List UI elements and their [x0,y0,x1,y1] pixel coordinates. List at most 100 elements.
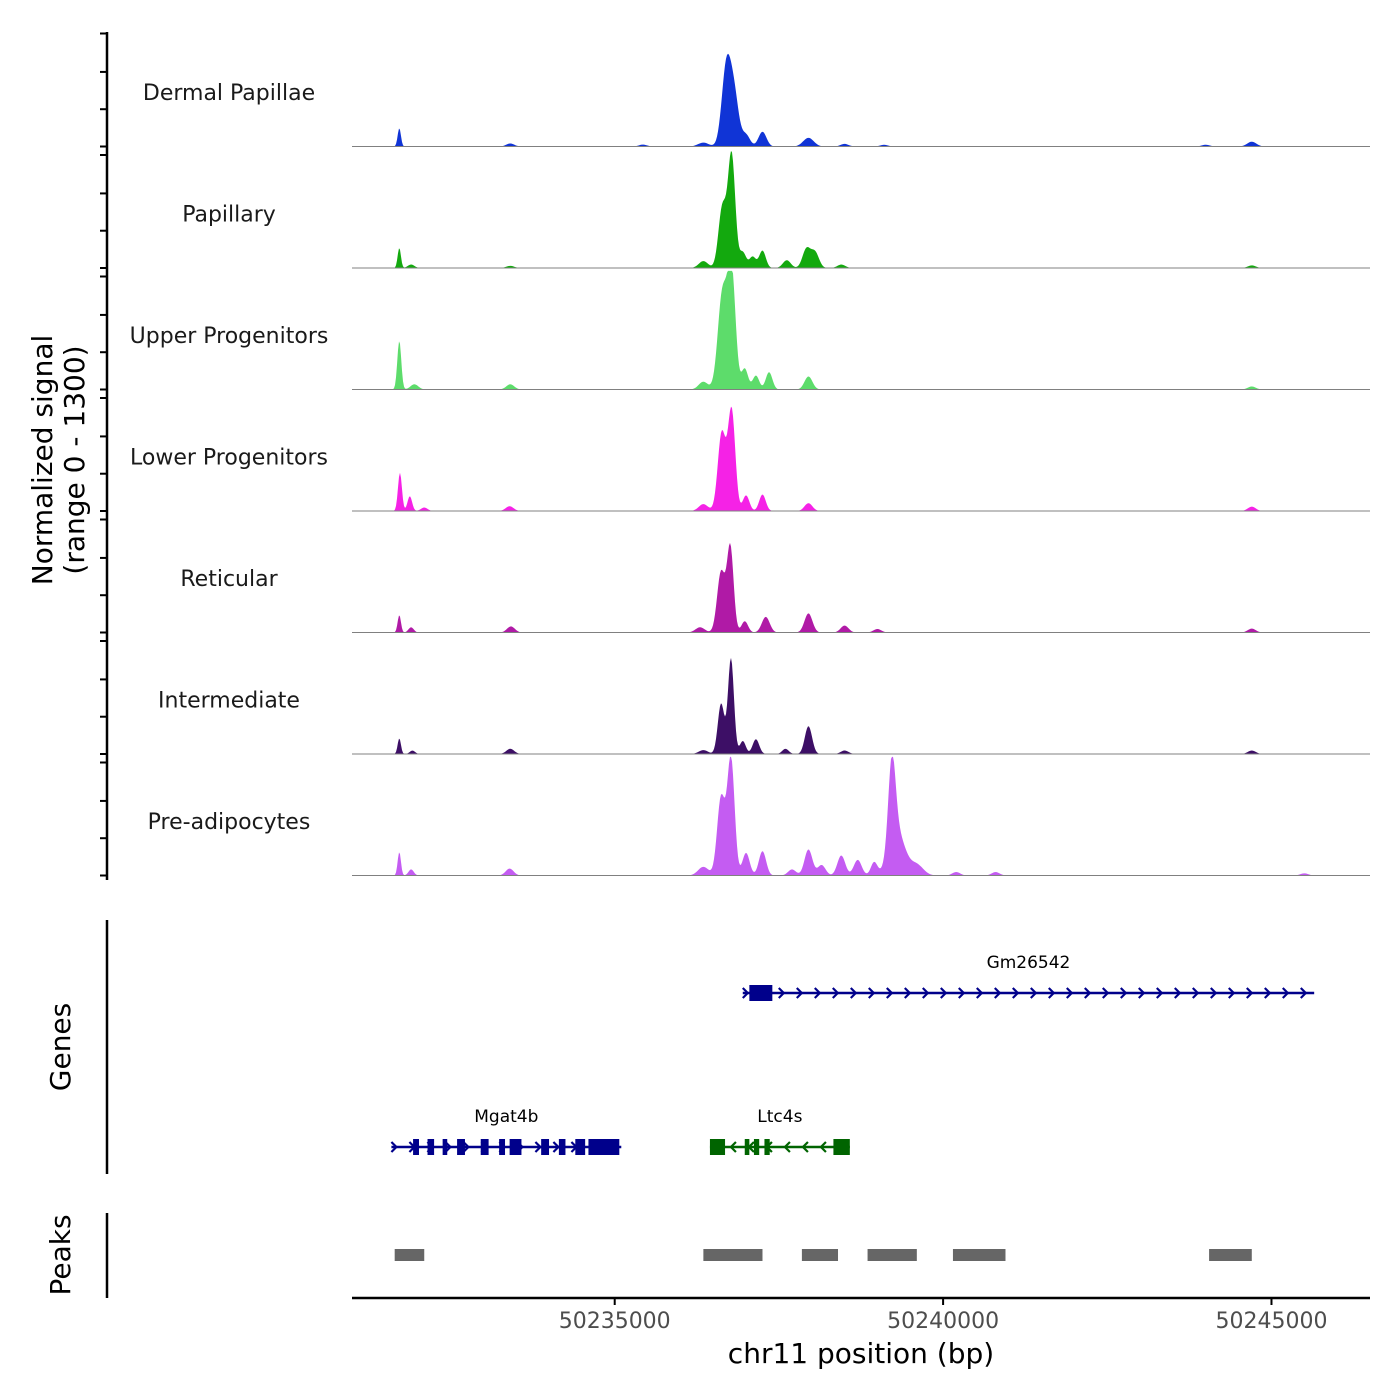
strand-chevron [801,1141,809,1153]
strand-chevron [922,987,930,999]
track-label: Dermal Papillae [143,81,315,106]
track-lower-progenitors: Lower Progenitors [130,406,1370,512]
track-label: Intermediate [158,689,300,714]
strand-chevron [1300,987,1308,999]
signal-area [352,542,1370,633]
genes-track-label: Genes [44,1003,77,1091]
strand-chevron [819,1141,827,1153]
strand-chevron [976,987,984,999]
x-tick-label: 50245000 [1215,1309,1327,1334]
peak-region [703,1249,763,1261]
gene-label: Mgat4b [474,1107,538,1127]
track-pre-adipocytes: Pre-adipocytes [148,756,1370,876]
track-label: Pre-adipocytes [148,810,311,835]
exon [541,1139,550,1155]
strand-chevron [1192,987,1200,999]
y-axis-title-line2: (range 0 - 1300) [58,345,91,574]
exon [427,1139,435,1155]
peak-region [394,1249,425,1261]
strand-chevron [1228,987,1236,999]
strand-chevron [1030,987,1038,999]
strand-chevron [1156,987,1164,999]
y-axis-title: Normalized signal (range 0 - 1300) [26,335,91,586]
gene-mgat4b: Mgat4b [390,1107,622,1155]
peak-regions [394,1249,1252,1261]
strand-chevron [462,1141,470,1153]
strand-chevron [1084,987,1092,999]
exon [749,985,773,1001]
strand-chevron [1102,987,1110,999]
strand-chevron [850,987,858,999]
track-label: Upper Progenitors [130,324,329,349]
exon [575,1139,586,1155]
exon [499,1139,506,1155]
exon [509,1139,522,1155]
strand-chevron [1048,987,1056,999]
signal-area [352,53,1370,147]
gene-ltc4s: Ltc4s [709,1107,850,1155]
strand-chevron [796,987,804,999]
strand-chevron [534,1141,542,1153]
exon [744,1139,750,1155]
strand-chevron [390,1141,398,1153]
gene-annotations: Gm26542 Mgat4b Ltc4s [390,953,1315,1155]
strand-chevron [1120,987,1128,999]
strand-chevron [1246,987,1254,999]
strand-chevron [814,987,822,999]
x-axis-ticks: 50235000 50240000 50245000 [559,1298,1327,1334]
strand-chevron [1264,987,1272,999]
signal-area [352,150,1370,268]
track-dermal-papillae: Dermal Papillae [143,53,1370,147]
track-reticular: Reticular [180,542,1370,633]
track-intermediate: Intermediate [158,657,1370,755]
signal-area [352,270,1370,390]
signal-area [352,657,1370,754]
track-papillary: Papillary [182,150,1370,269]
strand-chevron [958,987,966,999]
strand-chevron [1210,987,1218,999]
strand-chevron [1174,987,1182,999]
strand-chevron [1282,987,1290,999]
strand-chevron [1012,987,1020,999]
exon [558,1139,566,1155]
strand-chevron [886,987,894,999]
strand-chevron [832,987,840,999]
strand-chevron [904,987,912,999]
strand-chevron [1138,987,1146,999]
track-upper-progenitors: Upper Progenitors [130,270,1370,390]
exon [753,1139,760,1155]
strand-chevron [783,1141,791,1153]
exon [480,1139,489,1155]
strand-chevron [552,1141,560,1153]
strand-chevron [778,987,786,999]
strand-chevron [994,987,1002,999]
exon [764,1139,770,1155]
y-axis-title-line1: Normalized signal [26,335,59,586]
gene-label: Gm26542 [987,953,1071,973]
strand-chevron [940,987,948,999]
signal-area [352,756,1370,876]
peak-region [952,1249,1006,1261]
peak-region [867,1249,917,1261]
exon [588,1139,620,1155]
exon [413,1139,419,1155]
x-axis-title: chr11 position (bp) [728,1337,994,1370]
exon [709,1139,726,1155]
x-tick-label: 50235000 [559,1309,671,1334]
peaks-track-label: Peaks [44,1214,77,1295]
gene-gm26542: Gm26542 [742,953,1315,1001]
peak-region [801,1249,839,1261]
strand-chevron [729,1141,737,1153]
strand-chevron [742,987,750,999]
track-label: Papillary [182,203,276,228]
signal-area [352,406,1370,511]
coverage-tracks: Dermal Papillae Papillary Upper Progenitor… [130,53,1370,876]
exon [442,1139,448,1155]
track-label: Lower Progenitors [130,446,328,471]
gene-label: Ltc4s [757,1107,802,1127]
strand-chevron [1066,987,1074,999]
track-label: Reticular [180,567,278,592]
exon [833,1139,850,1155]
coverage-y-ticks [100,32,107,877]
